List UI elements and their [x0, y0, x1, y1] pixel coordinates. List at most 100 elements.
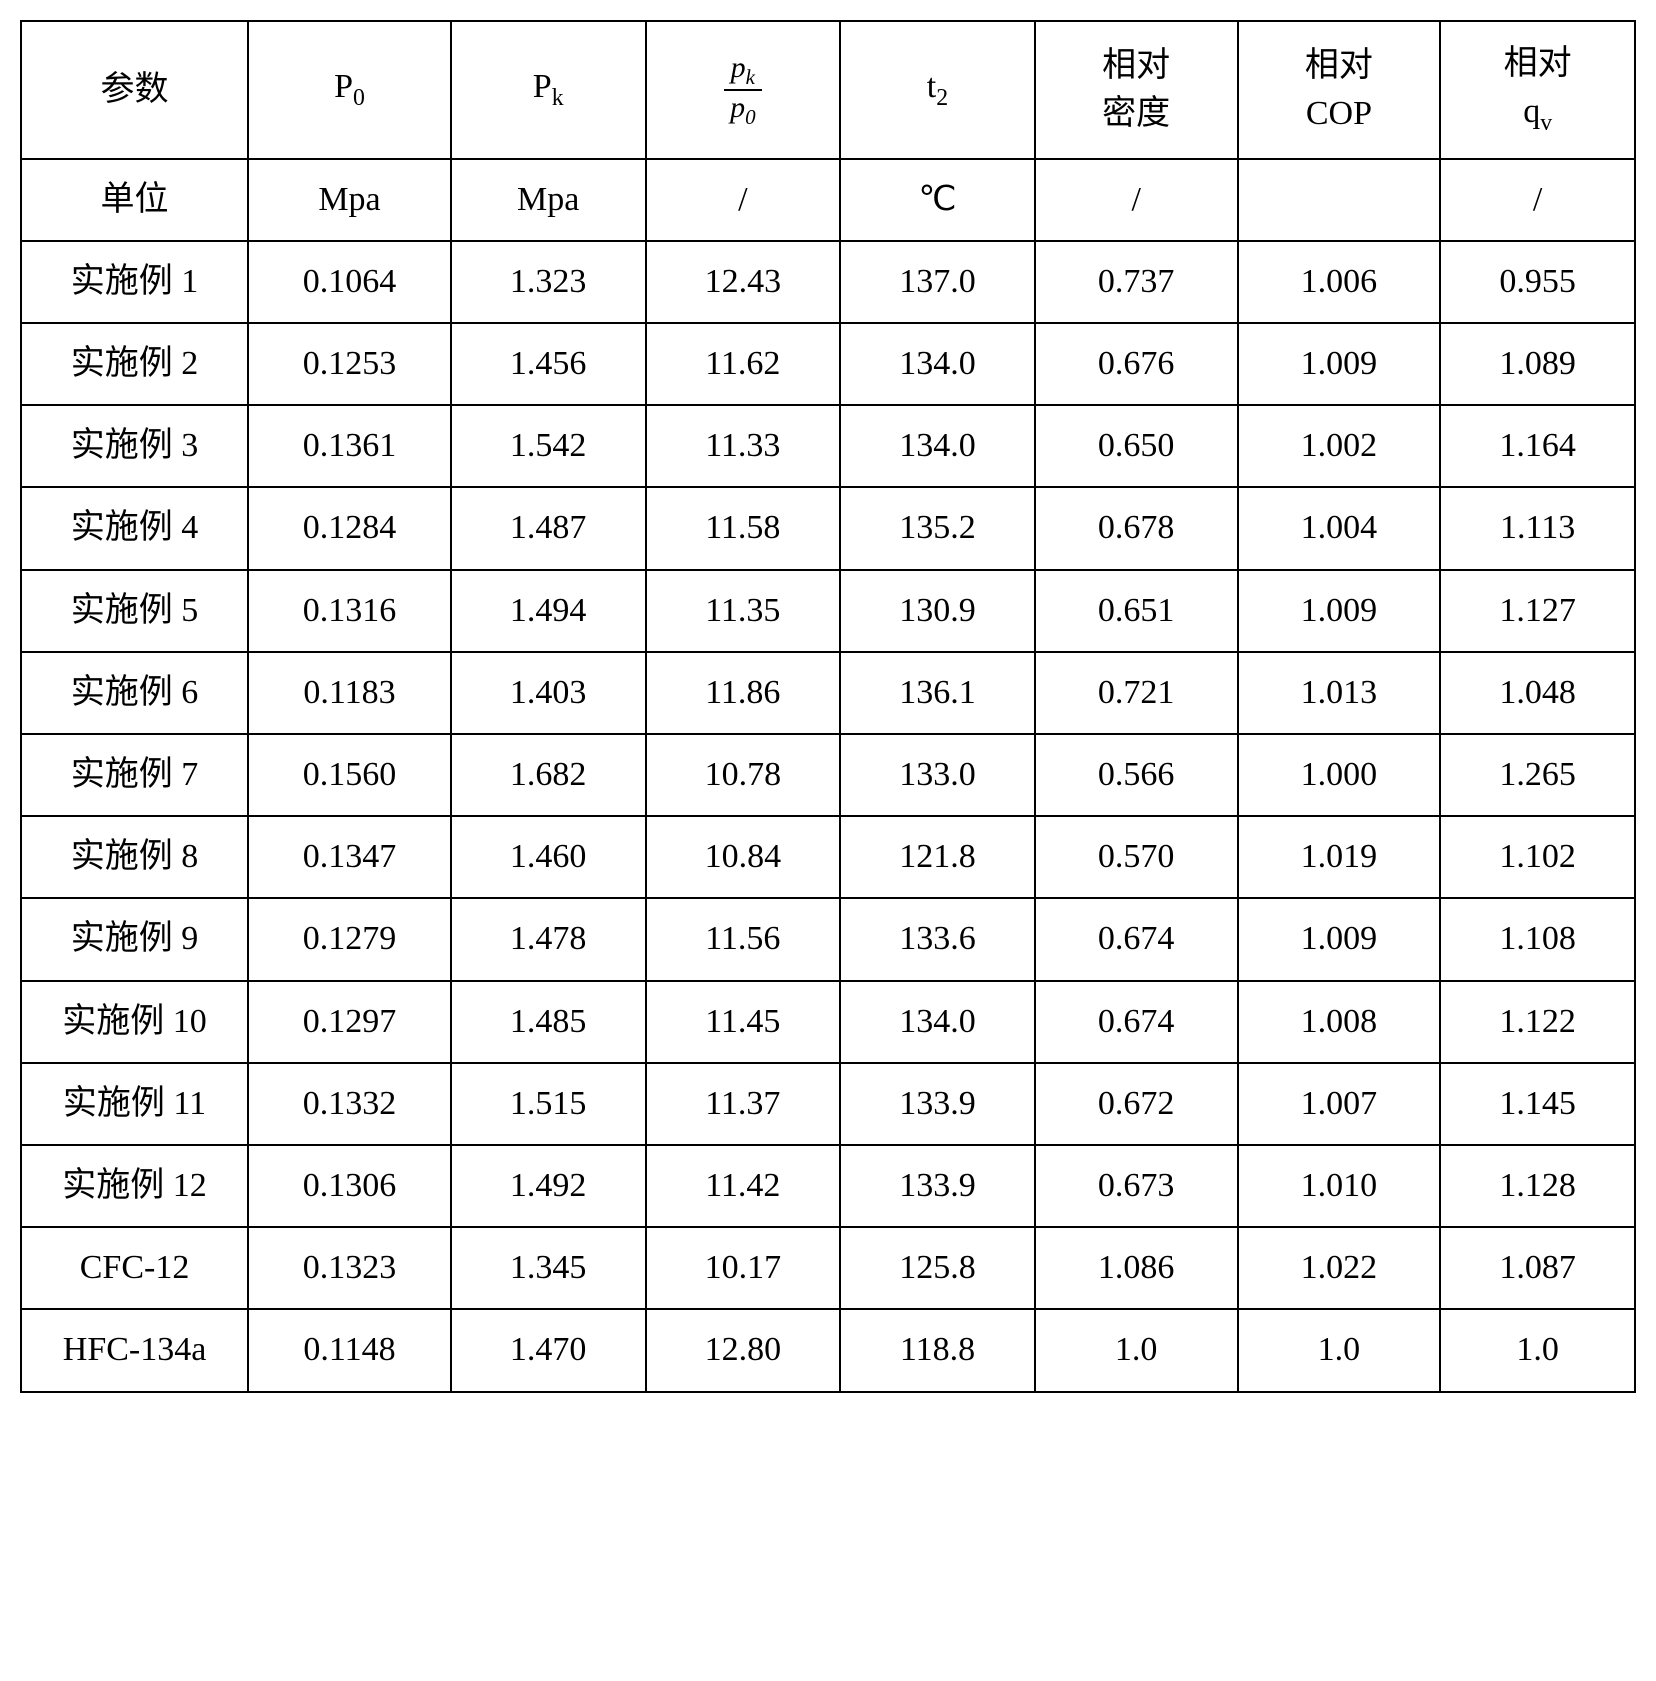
- ratio-num-base: p: [731, 51, 746, 84]
- cell-qv: 1.089: [1440, 323, 1635, 405]
- cell-cop: 1.009: [1238, 570, 1441, 652]
- cell-qv: 1.265: [1440, 734, 1635, 816]
- table-row: 实施例 110.13321.51511.37133.90.6721.0071.1…: [21, 1063, 1635, 1145]
- cell-cop: 1.0: [1238, 1309, 1441, 1391]
- cell-qv: 1.128: [1440, 1145, 1635, 1227]
- cell-t2: 133.9: [840, 1063, 1035, 1145]
- cell-cop: 1.006: [1238, 241, 1441, 323]
- cell-cop: 1.004: [1238, 487, 1441, 569]
- cell-density: 0.737: [1035, 241, 1238, 323]
- cell-p0: 0.1560: [248, 734, 451, 816]
- cell-density: 0.566: [1035, 734, 1238, 816]
- cell-t2: 130.9: [840, 570, 1035, 652]
- cell-pk: 1.485: [451, 981, 646, 1063]
- cop-l2: COP: [1306, 95, 1372, 132]
- unit-pk: Mpa: [451, 159, 646, 241]
- unit-ratio: /: [646, 159, 841, 241]
- cell-qv: 1.087: [1440, 1227, 1635, 1309]
- cell-cop: 1.010: [1238, 1145, 1441, 1227]
- row-label: 实施例 5: [21, 570, 248, 652]
- header-t2: t2: [840, 21, 1035, 159]
- cell-cop: 1.013: [1238, 652, 1441, 734]
- row-label: 实施例 4: [21, 487, 248, 569]
- ratio-fraction: pk p0: [724, 51, 762, 129]
- cell-density: 0.676: [1035, 323, 1238, 405]
- cell-density: 0.570: [1035, 816, 1238, 898]
- table-row: 实施例 40.12841.48711.58135.20.6781.0041.11…: [21, 487, 1635, 569]
- table-row: 实施例 60.11831.40311.86136.10.7211.0131.04…: [21, 652, 1635, 734]
- table-row: 实施例 100.12971.48511.45134.00.6741.0081.1…: [21, 981, 1635, 1063]
- cell-ratio: 11.33: [646, 405, 841, 487]
- cell-qv: 1.164: [1440, 405, 1635, 487]
- cell-t2: 137.0: [840, 241, 1035, 323]
- header-density: 相对 密度: [1035, 21, 1238, 159]
- cell-pk: 1.542: [451, 405, 646, 487]
- header-cop: 相对 COP: [1238, 21, 1441, 159]
- cell-density: 0.678: [1035, 487, 1238, 569]
- density-l2: 密度: [1102, 95, 1170, 132]
- qv-sub: v: [1540, 109, 1552, 135]
- cell-t2: 134.0: [840, 405, 1035, 487]
- cell-cop: 1.008: [1238, 981, 1441, 1063]
- cell-cop: 1.009: [1238, 898, 1441, 980]
- ratio-num-sub: k: [746, 65, 755, 89]
- cell-t2: 133.9: [840, 1145, 1035, 1227]
- cell-ratio: 11.56: [646, 898, 841, 980]
- cell-cop: 1.022: [1238, 1227, 1441, 1309]
- row-label: 实施例 11: [21, 1063, 248, 1145]
- cell-density: 0.674: [1035, 981, 1238, 1063]
- cell-ratio: 11.45: [646, 981, 841, 1063]
- table-row: HFC-134a0.11481.47012.80118.81.01.01.0: [21, 1309, 1635, 1391]
- cell-p0: 0.1284: [248, 487, 451, 569]
- cell-qv: 0.955: [1440, 241, 1635, 323]
- table-row: 实施例 50.13161.49411.35130.90.6511.0091.12…: [21, 570, 1635, 652]
- cell-ratio: 11.42: [646, 1145, 841, 1227]
- row-label: 实施例 7: [21, 734, 248, 816]
- cell-t2: 133.6: [840, 898, 1035, 980]
- unit-label: 单位: [21, 159, 248, 241]
- cell-pk: 1.460: [451, 816, 646, 898]
- cell-p0: 0.1279: [248, 898, 451, 980]
- row-label: 实施例 3: [21, 405, 248, 487]
- table-row: 实施例 70.15601.68210.78133.00.5661.0001.26…: [21, 734, 1635, 816]
- unit-density: /: [1035, 159, 1238, 241]
- row-label: 实施例 12: [21, 1145, 248, 1227]
- cell-ratio: 12.43: [646, 241, 841, 323]
- cell-t2: 118.8: [840, 1309, 1035, 1391]
- row-label: 实施例 2: [21, 323, 248, 405]
- row-label: HFC-134a: [21, 1309, 248, 1391]
- data-table: 参数 P0 Pk pk p0 t2 相对 密度 相对 COP 相对 qv: [20, 20, 1636, 1393]
- cell-qv: 1.127: [1440, 570, 1635, 652]
- cell-pk: 1.515: [451, 1063, 646, 1145]
- cell-p0: 0.1316: [248, 570, 451, 652]
- cell-ratio: 11.86: [646, 652, 841, 734]
- cell-p0: 0.1347: [248, 816, 451, 898]
- unit-cop: [1238, 159, 1441, 241]
- cell-qv: 1.122: [1440, 981, 1635, 1063]
- table-row: 实施例 90.12791.47811.56133.60.6741.0091.10…: [21, 898, 1635, 980]
- header-qv: 相对 qv: [1440, 21, 1635, 159]
- cell-density: 1.086: [1035, 1227, 1238, 1309]
- cell-pk: 1.487: [451, 487, 646, 569]
- row-label: 实施例 1: [21, 241, 248, 323]
- cell-ratio: 11.37: [646, 1063, 841, 1145]
- cell-p0: 0.1253: [248, 323, 451, 405]
- cell-p0: 0.1306: [248, 1145, 451, 1227]
- header-p0: P0: [248, 21, 451, 159]
- qv-l1: 相对: [1504, 45, 1572, 82]
- t2-sub: 2: [936, 85, 948, 111]
- cell-p0: 0.1361: [248, 405, 451, 487]
- cell-pk: 1.492: [451, 1145, 646, 1227]
- cell-pk: 1.345: [451, 1227, 646, 1309]
- cell-ratio: 10.84: [646, 816, 841, 898]
- cell-density: 0.721: [1035, 652, 1238, 734]
- density-l1: 相对: [1102, 47, 1170, 84]
- cell-p0: 0.1148: [248, 1309, 451, 1391]
- cell-pk: 1.456: [451, 323, 646, 405]
- ratio-den-sub: 0: [745, 105, 756, 129]
- cell-qv: 1.113: [1440, 487, 1635, 569]
- cell-qv: 1.0: [1440, 1309, 1635, 1391]
- ratio-den-base: p: [730, 91, 745, 124]
- p0-base: P: [334, 68, 353, 105]
- cell-pk: 1.682: [451, 734, 646, 816]
